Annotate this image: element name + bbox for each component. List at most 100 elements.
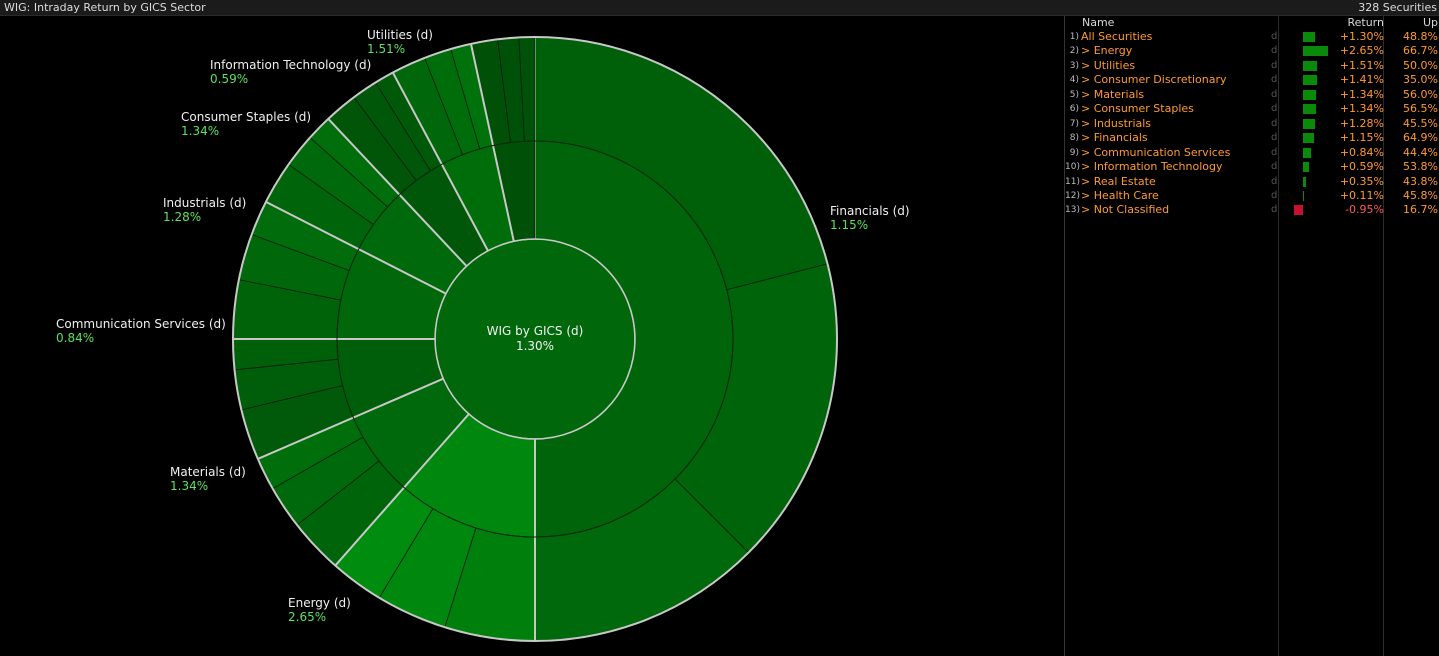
row-up: 56.5% <box>1403 102 1438 116</box>
row-flag: d <box>1271 146 1278 158</box>
sector-row[interactable]: 4) > Consumer Discretionary d +1.41% 35.0% <box>1065 73 1439 87</box>
row-name[interactable]: > Not Classified <box>1081 203 1170 217</box>
row-index: 6) <box>1069 104 1079 115</box>
row-flag: d <box>1271 204 1278 216</box>
window-title: WIG: Intraday Return by GICS Sector <box>4 1 206 14</box>
label-energy-name: Energy (d) <box>288 596 351 610</box>
label-communication-services[interactable]: Communication Services (d) 0.84% <box>56 317 226 345</box>
label-industrials[interactable]: Industrials (d) 1.28% <box>163 196 246 224</box>
securities-count: 328 Securities <box>1358 1 1437 14</box>
sector-row[interactable]: 13) > Not Classified d -0.95% 16.7% <box>1065 203 1439 217</box>
row-name[interactable]: > Industrials <box>1081 116 1152 130</box>
sector-row[interactable]: 11) > Real Estate d +0.35% 43.8% <box>1065 175 1439 189</box>
row-return: +1.51% <box>1339 58 1384 72</box>
return-bar <box>1303 176 1307 187</box>
row-return: +2.65% <box>1339 44 1384 58</box>
row-flag: d <box>1271 161 1278 173</box>
row-return: +1.28% <box>1339 116 1384 130</box>
sector-divider[interactable] <box>334 413 470 567</box>
row-name[interactable]: > Information Technology <box>1081 160 1223 174</box>
sector-divider[interactable] <box>265 201 447 295</box>
row-name[interactable]: All Securities <box>1081 30 1153 43</box>
row-index: 10) <box>1065 162 1080 173</box>
sunburst-chart[interactable] <box>0 16 1064 656</box>
row-name[interactable]: > Energy <box>1081 44 1133 58</box>
row-name[interactable]: > Health Care <box>1081 188 1159 202</box>
sector-row[interactable]: 10) > Information Technology d +0.59% 53.8% <box>1065 160 1439 174</box>
row-up: 53.8% <box>1403 160 1438 174</box>
row-flag: d <box>1271 88 1278 100</box>
sector-divider[interactable] <box>257 377 444 460</box>
row-index: 5) <box>1069 89 1079 100</box>
sector-divider[interactable] <box>327 118 468 267</box>
label-financials[interactable]: Financials (d) 1.15% <box>830 204 910 232</box>
inner-ring[interactable] <box>434 238 636 440</box>
row-flag: d <box>1271 103 1278 115</box>
label-communication-services-name: Communication Services (d) <box>56 317 226 331</box>
row-name[interactable]: > Communication Services <box>1081 145 1231 159</box>
label-materials-value: 1.34% <box>170 479 209 493</box>
row-name[interactable]: > Real Estate <box>1081 174 1156 188</box>
row-name[interactable]: > Financials <box>1081 131 1148 145</box>
sector-row[interactable]: 7) > Industrials d +1.28% 45.5% <box>1065 117 1439 131</box>
return-bar <box>1293 205 1303 216</box>
label-utilities-name: Utilities (d) <box>367 28 433 42</box>
label-industrials-value: 1.28% <box>163 210 202 224</box>
return-bar <box>1303 46 1329 57</box>
sector-divider[interactable] <box>469 43 515 242</box>
row-return: -0.95% <box>1345 203 1384 217</box>
sector-row[interactable]: 1) All Securities d +1.30% 48.8% <box>1065 30 1439 44</box>
row-name[interactable]: > Consumer Discretionary <box>1081 73 1227 87</box>
return-bar <box>1303 89 1316 100</box>
row-return: +1.34% <box>1339 87 1384 101</box>
center-name: WIG by GICS (d) <box>486 324 584 338</box>
label-materials[interactable]: Materials (d) 1.34% <box>170 465 246 493</box>
row-index: 9) <box>1069 147 1079 158</box>
row-flag: d <box>1271 74 1278 86</box>
row-return: +0.11% <box>1339 188 1384 202</box>
row-name[interactable]: > Utilities <box>1081 58 1136 72</box>
row-index: 3) <box>1069 60 1079 71</box>
sector-row[interactable]: 3) > Utilities d +1.51% 50.0% <box>1065 59 1439 73</box>
title-bar: WIG: Intraday Return by GICS Sector 328 … <box>0 0 1439 16</box>
row-flag: d <box>1271 175 1278 187</box>
row-index: 13) <box>1065 205 1080 216</box>
middle-ring[interactable] <box>336 140 734 538</box>
return-bar <box>1303 133 1315 144</box>
row-name[interactable]: > Consumer Staples <box>1081 102 1194 116</box>
row-return: +1.15% <box>1339 131 1384 145</box>
return-bar <box>1303 118 1316 129</box>
label-consumer-staples[interactable]: Consumer Staples (d) 1.34% <box>181 110 311 138</box>
sector-row[interactable]: 6) > Consumer Staples d +1.34% 56.5% <box>1065 102 1439 116</box>
row-index: 2) <box>1069 46 1079 57</box>
sector-row[interactable]: 8) > Financials d +1.15% 64.9% <box>1065 131 1439 145</box>
header-name[interactable]: Name <box>1082 16 1115 29</box>
sector-row[interactable]: 12) > Health Care d +0.11% 45.8% <box>1065 189 1439 203</box>
row-up: 64.9% <box>1403 131 1438 145</box>
return-bar <box>1303 75 1317 86</box>
column-divider <box>1383 16 1384 656</box>
label-energy[interactable]: Energy (d) 2.65% <box>288 596 351 624</box>
row-return: +0.84% <box>1339 145 1384 159</box>
header-return[interactable]: Return <box>1347 16 1384 29</box>
sector-row[interactable]: 5) > Materials d +1.34% 56.0% <box>1065 88 1439 102</box>
header-up[interactable]: Up <box>1422 16 1438 29</box>
sector-divider[interactable] <box>391 72 489 252</box>
return-bar <box>1303 147 1312 158</box>
outer-ring[interactable] <box>232 36 838 642</box>
label-energy-value: 2.65% <box>288 610 327 624</box>
label-information-technology[interactable]: Information Technology (d) 0.59% <box>210 58 371 86</box>
label-materials-name: Materials (d) <box>170 465 246 479</box>
center-label[interactable]: WIG by GICS (d) 1.30% <box>436 324 634 354</box>
row-name[interactable]: > Materials <box>1081 87 1145 101</box>
label-financials-value: 1.15% <box>830 218 869 232</box>
sunburst-chart-area: WIG by GICS (d) 1.30% Financials (d) 1.1… <box>0 16 1064 656</box>
label-industrials-name: Industrials (d) <box>163 196 247 210</box>
return-bar <box>1303 32 1316 42</box>
row-up: 66.7% <box>1403 44 1438 58</box>
sector-row[interactable]: 2) > Energy d +2.65% 66.7% <box>1065 44 1439 58</box>
label-utilities[interactable]: Utilities (d) 1.51% <box>367 28 433 56</box>
sector-row[interactable]: 9) > Communication Services d +0.84% 44.4% <box>1065 146 1439 160</box>
row-flag: d <box>1271 31 1278 42</box>
center-value: 1.30% <box>515 339 555 353</box>
